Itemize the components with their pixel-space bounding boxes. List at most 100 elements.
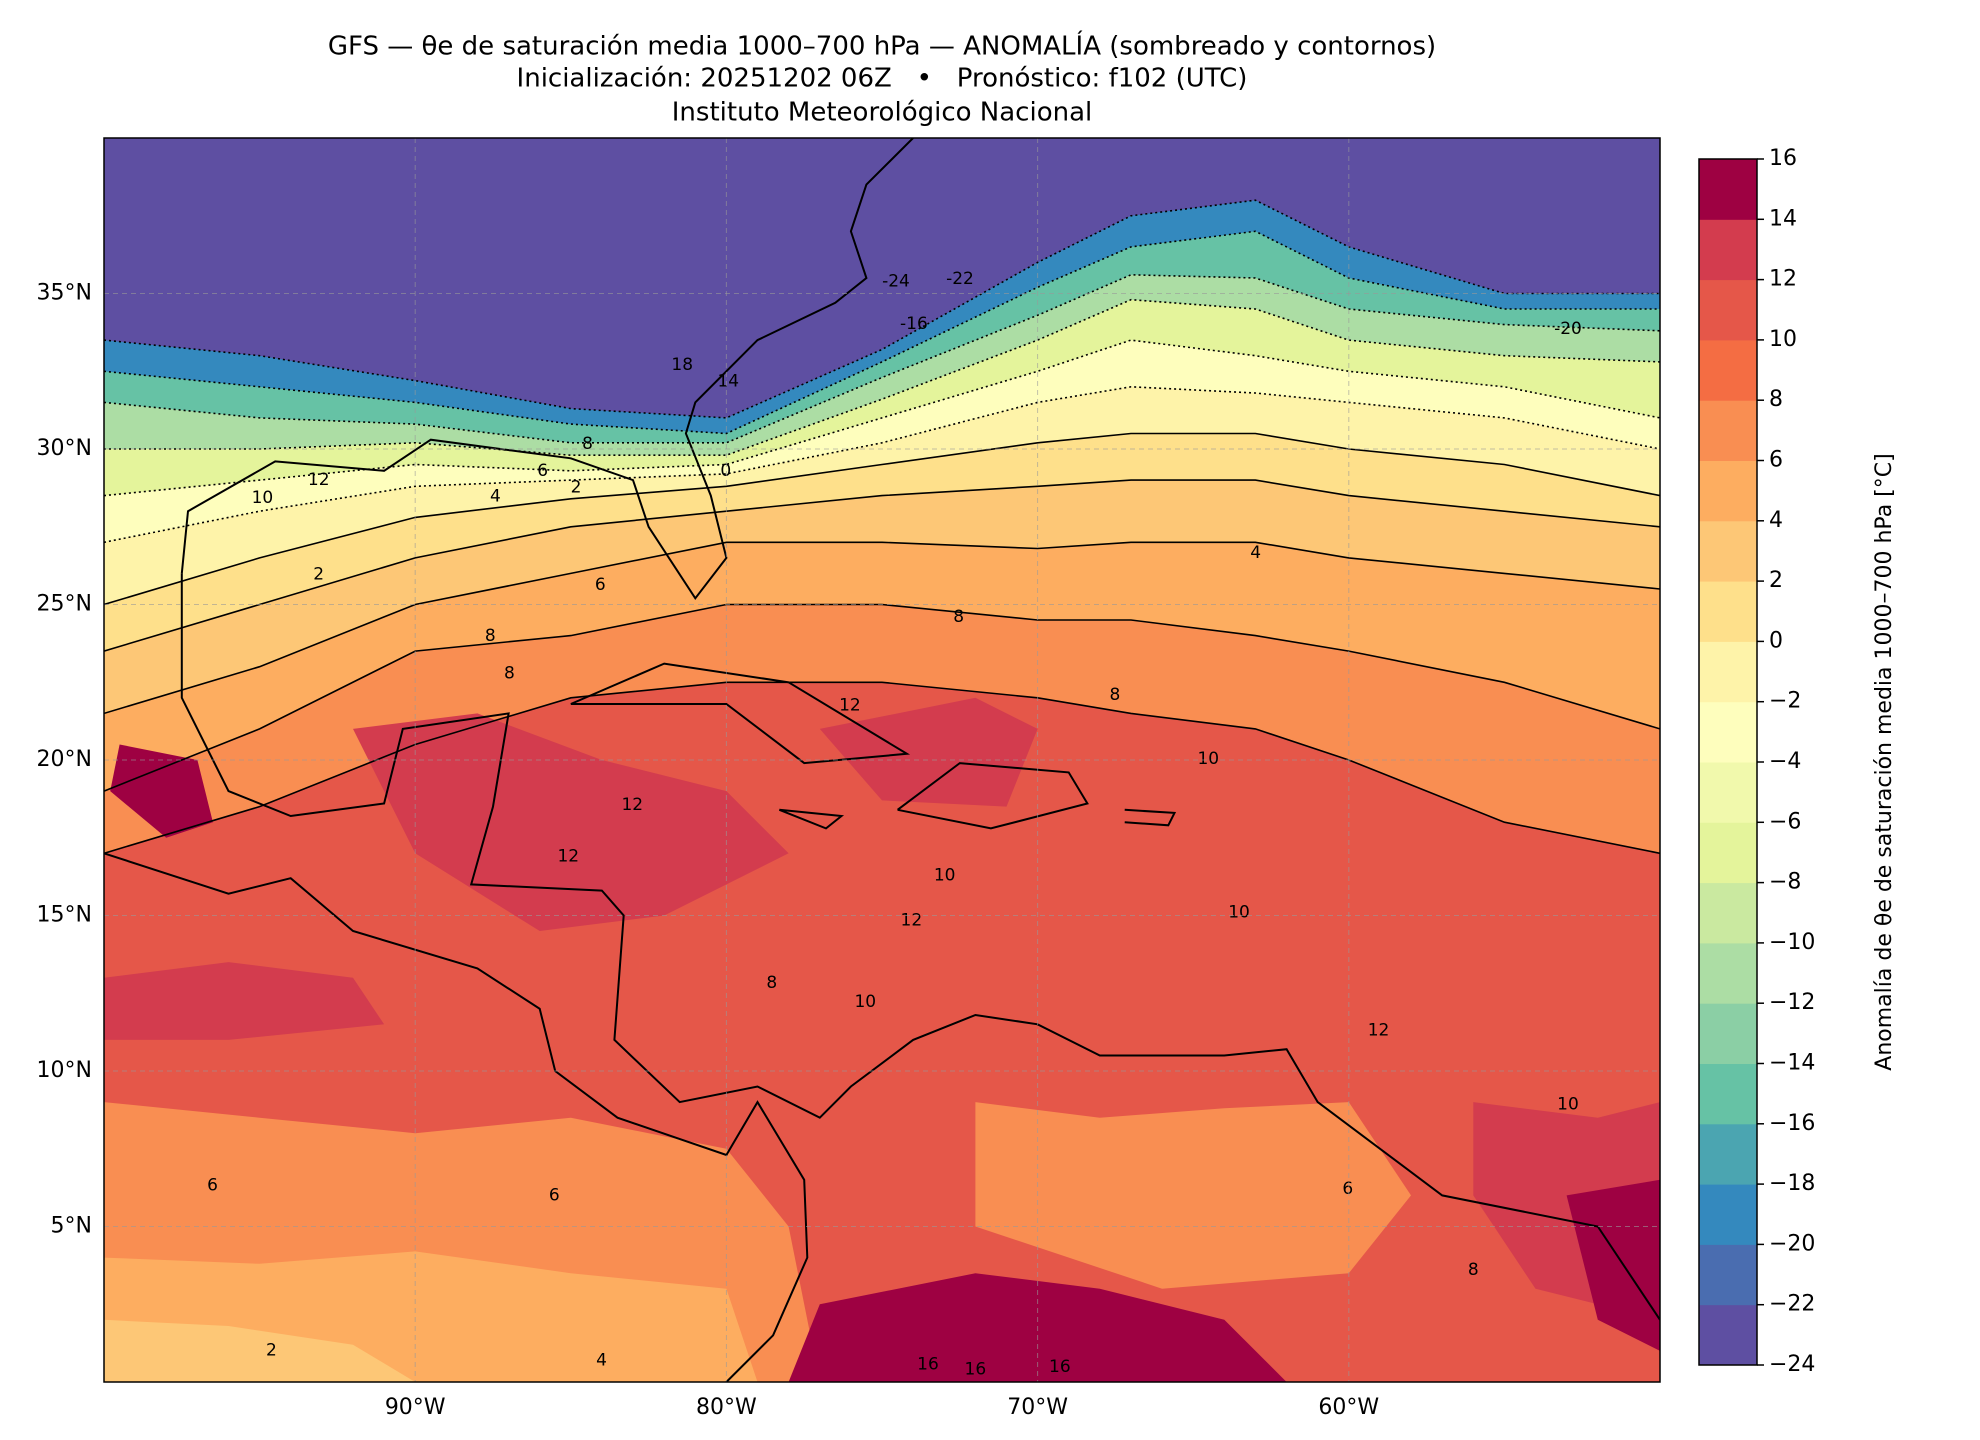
contour-label: 4 [1250, 543, 1261, 563]
contour-label: 2 [571, 478, 582, 498]
contour-label: 8 [485, 626, 496, 646]
colorbar-tick-label: −22 [1769, 1292, 1815, 1317]
y-tick-label: 15°N [37, 903, 92, 928]
contour-line [104, 273, 1660, 444]
shading [1566, 1179, 1660, 1351]
contour-label: 0 [720, 461, 731, 481]
colorbar-tick-label: 6 [1769, 448, 1783, 473]
coastline [896, 762, 1089, 830]
colorbar-tick-label: 4 [1769, 508, 1783, 533]
contour-label: 8 [1109, 685, 1120, 705]
colorbar-bin [1699, 641, 1757, 703]
colorbar-bin [1699, 159, 1757, 220]
contour-line [104, 603, 1660, 792]
contour-label: -16 [900, 314, 928, 334]
map-title: GFS — θe de saturación media 1000–700 hP… [328, 30, 1436, 62]
axes: 90°W 80°W 70°W 60°W 5°N 10°N 15°N 20°N 25°N 30°N 3… [37, 281, 1380, 1421]
map-credit: Instituto Meteorológico Nacional [672, 98, 1092, 128]
colorbar-tick-label: 12 [1769, 267, 1797, 292]
colorbar-tick-label: 16 [1769, 146, 1797, 171]
colorbar-tick-label: −8 [1769, 870, 1801, 895]
y-tick-label: 35°N [37, 281, 92, 306]
contour-label: 8 [1468, 1260, 1479, 1280]
contour-label: -24 [882, 272, 910, 292]
contour-label: 10 [1228, 903, 1250, 923]
colorbar-bin [1699, 339, 1757, 401]
map-area: -24 -22-161814-20101246280264888128101212… [104, 138, 1660, 1382]
contour-label: 6 [207, 1175, 218, 1195]
contour-label: -22 [946, 269, 974, 289]
y-tick-label: 10°N [37, 1058, 92, 1083]
contour-label: 6 [549, 1186, 560, 1206]
colorbar-bin [1699, 882, 1757, 944]
contour-label: 10 [854, 992, 876, 1012]
coastline [104, 852, 809, 1382]
y-tick-label: 25°N [37, 592, 92, 617]
colorbar-bin [1699, 460, 1757, 522]
contour-label: 8 [582, 434, 593, 454]
colorbar-bin [1699, 1304, 1757, 1366]
x-tick-label: 90°W [385, 1395, 446, 1420]
contour-label: 16 [1049, 1357, 1071, 1377]
colorbar-bin [1699, 701, 1757, 763]
contour-label: 4 [596, 1351, 607, 1371]
contour-label: 8 [766, 973, 777, 993]
colorbar-bin [1699, 520, 1757, 582]
coastline [180, 138, 914, 601]
contour-label: 12 [621, 795, 643, 815]
contour-label: 6 [1342, 1179, 1353, 1199]
contour-label: 14 [717, 371, 739, 391]
x-tick-label: 60°W [1318, 1395, 1379, 1420]
shading [110, 744, 213, 838]
colorbar-bin [1699, 1184, 1757, 1245]
map-frame [103, 137, 1661, 1383]
colorbar-tick-label: 8 [1769, 387, 1783, 412]
contour-label: 10 [1197, 749, 1219, 769]
colorbar-bin [1699, 581, 1757, 642]
contour-label: 16 [917, 1354, 939, 1374]
coastline [1124, 808, 1177, 827]
y-tick-label: 5°N [51, 1214, 92, 1239]
colorbar-tick-label: 0 [1769, 628, 1783, 653]
colorbar-tick-label: −10 [1769, 930, 1815, 955]
contour-line [104, 230, 1660, 435]
y-tick-label: 30°N [37, 436, 92, 461]
colorbar-bin [1699, 942, 1757, 1004]
contour-label: 8 [953, 607, 964, 627]
shading [104, 962, 385, 1040]
colorbar-tick-label: 14 [1769, 206, 1797, 231]
contour-label: 10 [252, 488, 274, 508]
contour-line [104, 479, 1660, 652]
colorbar-bin [1699, 1003, 1757, 1064]
contour-line [104, 432, 1660, 606]
y-tick-label: 20°N [37, 747, 92, 772]
contour-label: 18 [671, 355, 693, 375]
contour-label: 10 [934, 866, 956, 886]
colorbar-bin [1699, 1123, 1757, 1185]
coastline [570, 662, 911, 765]
contour-line [104, 298, 1660, 457]
colorbar-bin [1699, 762, 1757, 823]
colorbar-tick-label: −14 [1769, 1051, 1815, 1076]
colorbar: −24−22−20−18−16−14−12−10−8−6−4−202468101… [1698, 146, 1897, 1377]
contour-label: 16 [965, 1360, 987, 1380]
coastline [180, 573, 1660, 1321]
contour-label: 6 [595, 575, 606, 595]
map-subtitle: Inicialización: 20251202 06Z • Pronóstic… [517, 64, 1248, 94]
shading [104, 1319, 416, 1382]
colorbar-tick-label: −18 [1769, 1171, 1815, 1196]
colorbar-label: Anomalía de θe de saturación media 1000–… [1872, 453, 1897, 1070]
colorbar-bin [1699, 400, 1757, 461]
contour-label: 2 [313, 565, 324, 585]
shading [975, 1102, 1411, 1289]
contour-label: 10 [1557, 1095, 1579, 1115]
contour-label: 2 [266, 1340, 277, 1360]
shading [353, 713, 789, 931]
contour-label: 6 [537, 461, 548, 481]
colorbar-bin [1699, 1244, 1757, 1306]
colorbar-bin [1699, 279, 1757, 341]
x-tick-label: 70°W [1007, 1395, 1068, 1420]
colorbar-tick-label: −24 [1769, 1352, 1815, 1377]
colorbar-tick-label: 10 [1769, 327, 1797, 352]
